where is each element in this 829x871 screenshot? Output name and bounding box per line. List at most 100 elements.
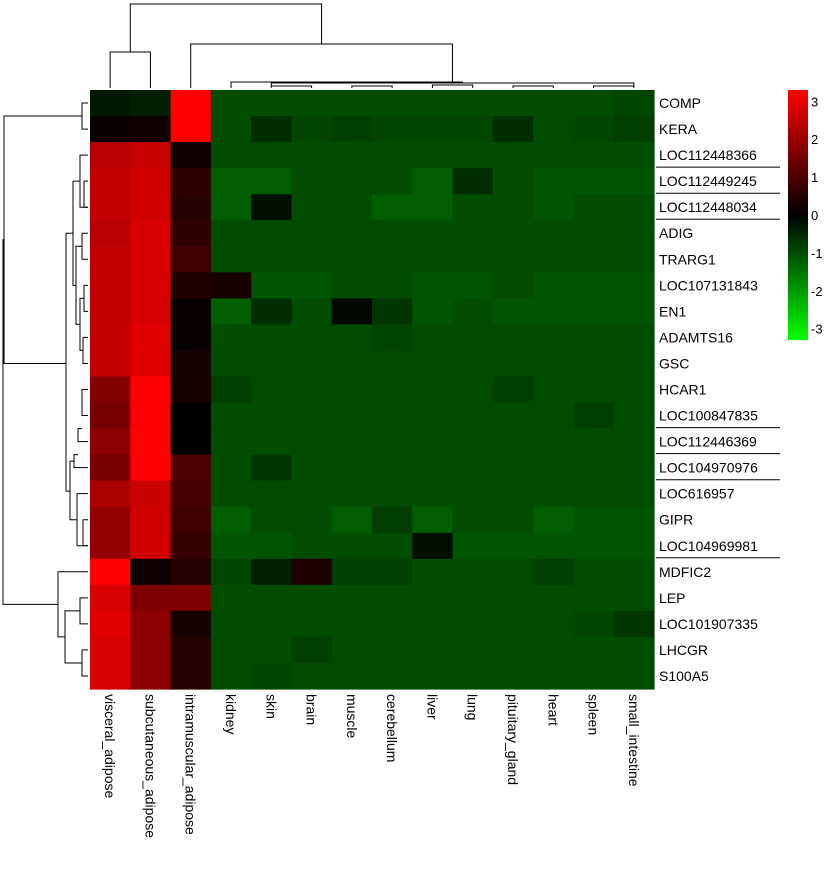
heatmap-cell: [291, 168, 333, 195]
heatmap-cell: [372, 324, 413, 352]
heatmap-cell: [372, 350, 413, 378]
row-dendrogram: [2, 102, 88, 677]
heatmap-cell: [130, 194, 172, 221]
heatmap-cell: [613, 402, 655, 430]
heatmap-cell: [452, 298, 494, 325]
heatmap-cell: [372, 220, 413, 247]
heatmap-cell: [533, 168, 575, 195]
heatmap-cell: [210, 298, 252, 325]
heatmap-cell: [170, 298, 212, 325]
heatmap-cell: [533, 350, 575, 378]
heatmap-cell: [251, 662, 293, 690]
heatmap-cell: [90, 428, 131, 456]
heatmap-cell: [90, 662, 131, 690]
dendrogram-link: [82, 519, 88, 547]
heatmap-cell: [210, 220, 252, 247]
heatmap-cell: [130, 272, 172, 299]
heatmap-cell: [90, 220, 131, 247]
heatmap-cell: [412, 246, 454, 273]
heatmap-cell: [331, 272, 373, 299]
heatmap-cell: [130, 532, 172, 560]
heatmap-cell: [90, 584, 131, 612]
heatmap-cell: [291, 428, 333, 456]
heatmap-cell: [533, 584, 575, 612]
heatmap-cell: [291, 220, 333, 247]
dendrogram-link: [129, 3, 323, 52]
heatmap-cell: [130, 376, 172, 404]
heatmap-cell: [170, 506, 212, 534]
heatmap-cell: [130, 350, 172, 378]
heatmap-cell: [331, 350, 373, 378]
heatmap-cell: [412, 116, 454, 143]
column-label: lung: [465, 694, 481, 720]
heatmap-cell: [251, 454, 293, 482]
heatmap-cell: [573, 480, 615, 508]
heatmap-cell: [130, 142, 172, 169]
heatmap-cell: [412, 142, 454, 169]
heatmap-cell: [412, 90, 454, 117]
heatmap-cell: [251, 90, 293, 117]
heatmap-cell: [331, 376, 373, 404]
heatmap-cell: [573, 90, 615, 117]
heatmap-cell: [492, 584, 534, 612]
heatmap-cell: [90, 376, 131, 404]
heatmap-cell: [412, 636, 454, 664]
heatmap-cell: [573, 402, 615, 430]
dendrogram-link: [270, 85, 313, 88]
heatmap-cell: [372, 116, 413, 143]
row-label: GSC: [659, 356, 689, 372]
heatmap-cell: [533, 116, 575, 143]
dendrogram-link: [82, 336, 88, 364]
heatmap-cell: [372, 636, 413, 664]
heatmap-cell: [492, 220, 534, 247]
heatmap-cell: [613, 90, 655, 117]
heatmap-cell: [452, 662, 494, 690]
row-label: LOC112446369: [659, 434, 757, 450]
row-label: LHCGR: [659, 642, 708, 658]
column-label: subcutaneous_adipose: [142, 694, 158, 838]
heatmap-cell: [90, 636, 131, 664]
heatmap-cell: [613, 246, 655, 273]
heatmap-cell: [492, 90, 534, 117]
heatmap-cell: [210, 246, 252, 273]
heatmap-cell: [613, 168, 655, 195]
heatmap-cell: [412, 350, 454, 378]
heatmap-cell: [412, 168, 454, 195]
legend-tick-label: 3: [811, 94, 818, 109]
heatmap-cell: [412, 662, 454, 690]
heatmap-cell: [372, 506, 413, 534]
heatmap-cell: [452, 246, 494, 273]
column-label: heart: [545, 694, 561, 726]
heatmap-cell: [452, 558, 494, 586]
heatmap-cell: [613, 142, 655, 169]
heatmap-cell: [251, 558, 293, 586]
heatmap-cell: [492, 480, 534, 508]
heatmap-cell: [613, 636, 655, 664]
heatmap-cell: [90, 480, 131, 508]
heatmap-cell: [331, 558, 373, 586]
heatmap-cell: [130, 454, 172, 482]
heatmap-cell: [251, 610, 293, 638]
heatmap-cell: [372, 272, 413, 299]
dendrogram-link: [109, 51, 151, 88]
heatmap-cell: [130, 662, 172, 690]
heatmap-cell: [331, 662, 373, 690]
heatmap-cell: [412, 298, 454, 325]
heatmap-cell: [291, 636, 333, 664]
dendrogram-link: [270, 82, 635, 86]
dendrogram-link: [2, 239, 58, 605]
heatmap-cell: [372, 428, 413, 456]
heatmap-cell: [331, 142, 373, 169]
heatmap-cell: [573, 350, 615, 378]
column-label: brain: [304, 694, 320, 725]
heatmap-cell: [613, 584, 655, 612]
heatmap-cell: [251, 402, 293, 430]
heatmap-cell: [412, 610, 454, 638]
heatmap-cell: [533, 376, 575, 404]
row-label: LEP: [659, 590, 685, 606]
heatmap-cell: [210, 584, 252, 612]
heatmap-cell: [372, 532, 413, 560]
heatmap-cell: [573, 298, 615, 325]
heatmap-cell: [210, 272, 252, 299]
dendrogram-link: [3, 115, 82, 364]
